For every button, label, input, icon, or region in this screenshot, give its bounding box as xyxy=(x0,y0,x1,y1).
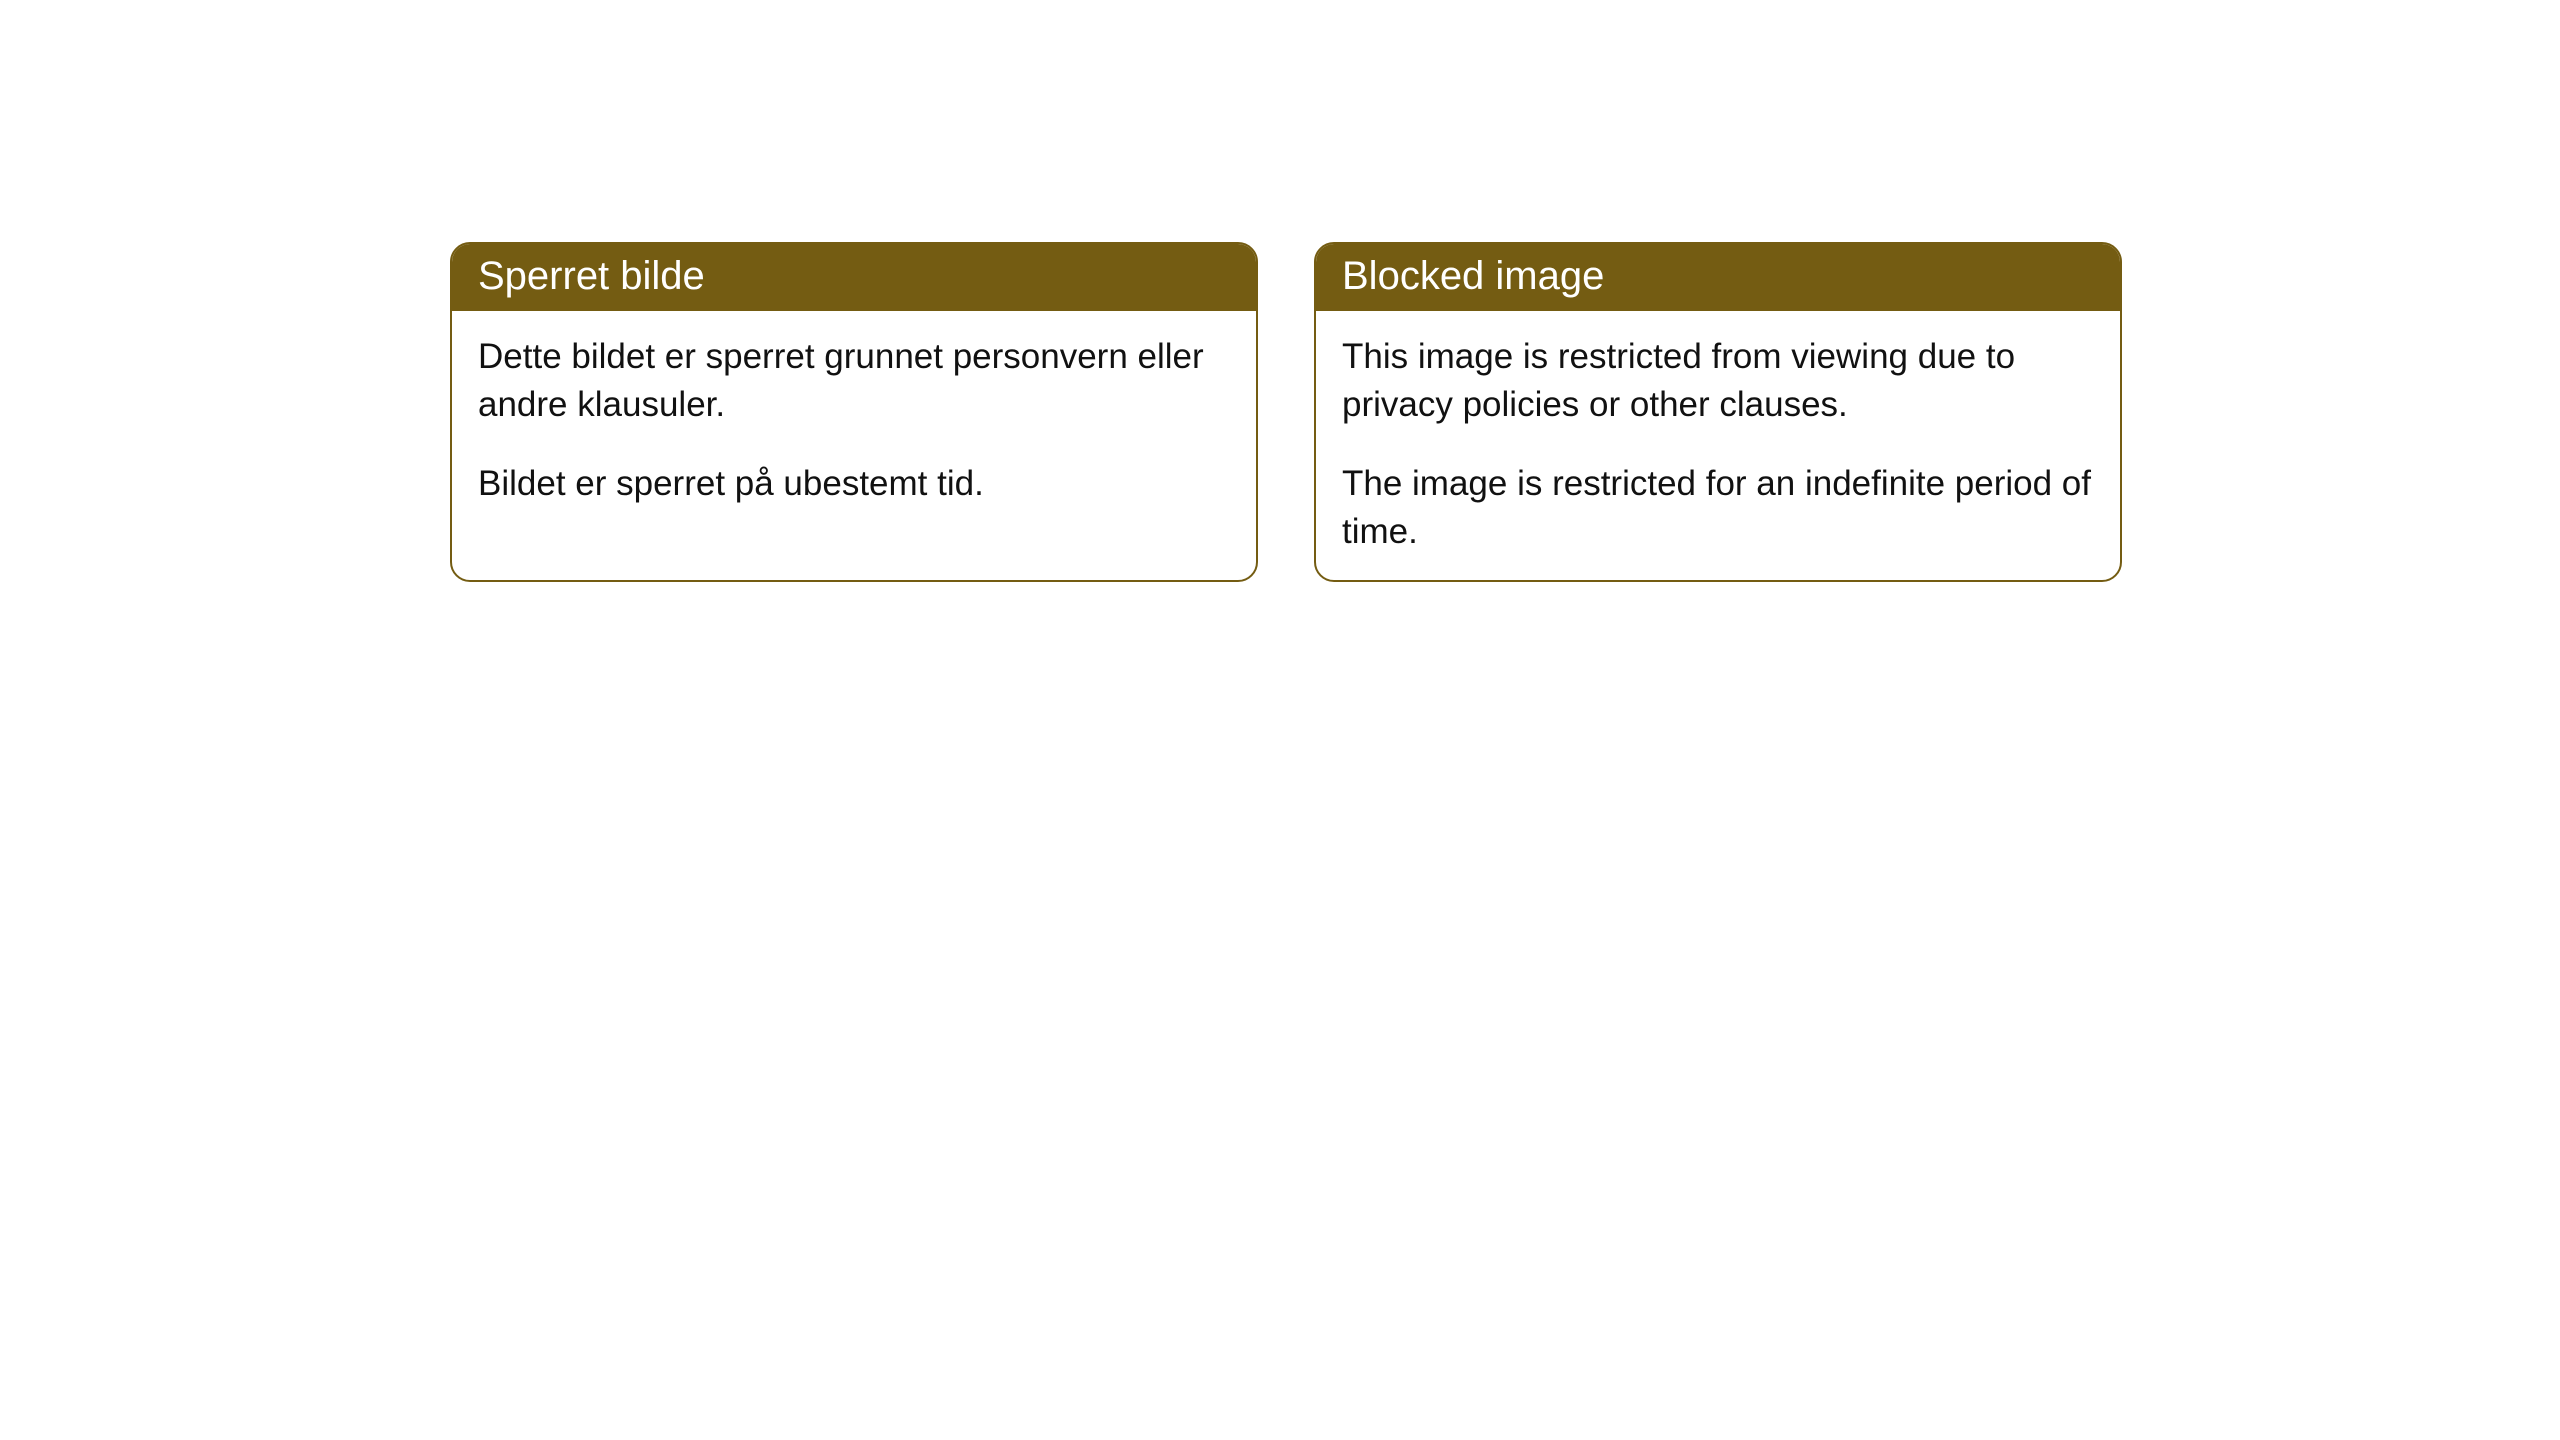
blocked-image-card-norwegian: Sperret bilde Dette bildet er sperret gr… xyxy=(450,242,1258,582)
card-paragraph-2: The image is restricted for an indefinit… xyxy=(1342,460,2094,557)
card-title: Sperret bilde xyxy=(478,254,705,298)
card-paragraph-1: Dette bildet er sperret grunnet personve… xyxy=(478,333,1230,430)
card-header: Blocked image xyxy=(1316,244,2120,311)
card-body: Dette bildet er sperret grunnet personve… xyxy=(452,311,1256,550)
card-header: Sperret bilde xyxy=(452,244,1256,311)
card-paragraph-1: This image is restricted from viewing du… xyxy=(1342,333,2094,430)
card-body: This image is restricted from viewing du… xyxy=(1316,311,2120,582)
notice-container: Sperret bilde Dette bildet er sperret gr… xyxy=(0,0,2560,582)
card-title: Blocked image xyxy=(1342,254,1604,298)
blocked-image-card-english: Blocked image This image is restricted f… xyxy=(1314,242,2122,582)
card-paragraph-2: Bildet er sperret på ubestemt tid. xyxy=(478,460,1230,508)
